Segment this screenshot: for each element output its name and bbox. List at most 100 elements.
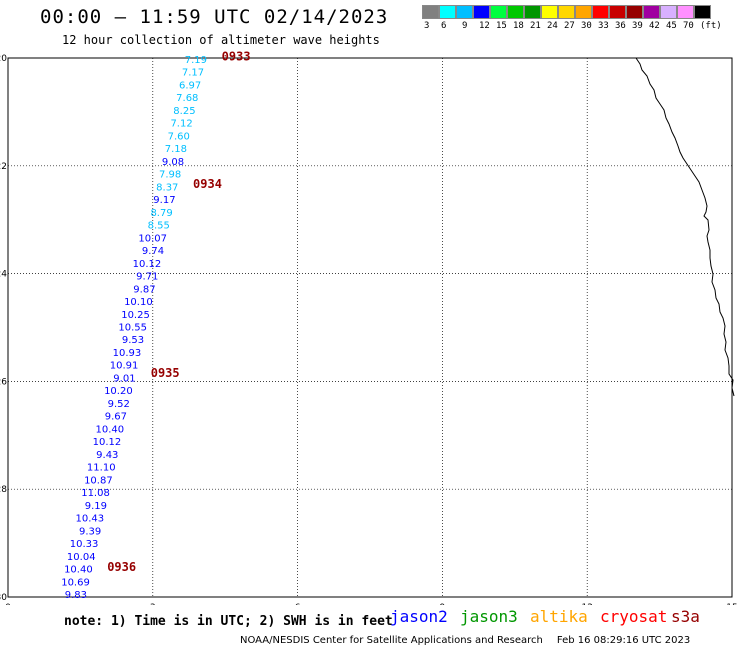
wave-height-value: 10.12 — [133, 259, 162, 270]
legend-swatch — [507, 5, 524, 19]
coastline — [635, 57, 735, 397]
satellite-name: altika — [530, 607, 588, 626]
wave-height-value: 7.98 — [159, 170, 181, 181]
wave-height-value: 10.43 — [76, 514, 105, 525]
pass-time-labels: 0933 0934 0935 0936 — [107, 50, 250, 574]
legend-label: 42 — [649, 21, 660, 31]
legend-swatch — [643, 5, 660, 19]
credit-line: NOAA/NESDIS Center for Satellite Applica… — [240, 635, 690, 646]
wave-height-value: 10.40 — [64, 565, 93, 576]
wave-height-value: 10.69 — [61, 577, 90, 588]
wave-height-value: 9.71 — [136, 272, 158, 283]
legend-label: 33 — [598, 21, 609, 31]
map-frame — [7, 57, 733, 598]
legend-swatch — [490, 5, 507, 19]
x-tick-label: 12 — [581, 603, 592, 605]
wave-height-value: 9.17 — [153, 195, 175, 206]
color-legend — [422, 5, 711, 19]
wave-height-value: 9.87 — [133, 284, 155, 295]
satellite-name: jason2 — [390, 607, 448, 626]
legend-swatch — [422, 5, 439, 19]
wave-height-value: 10.12 — [93, 437, 122, 448]
wave-height-value: 9.83 — [65, 590, 87, 601]
legend-label: 21 — [530, 21, 541, 31]
wave-height-value: 8.25 — [173, 106, 195, 117]
y-tick-label: -30 — [0, 593, 7, 603]
legend-swatch — [439, 5, 456, 19]
wave-height-value: 7.19 — [185, 55, 207, 66]
pass-time-label: 0936 — [107, 560, 136, 574]
wave-height-value: 10.33 — [70, 539, 99, 550]
y-tick-label: -28 — [0, 485, 7, 495]
footnote: note: 1) Time is in UTC; 2) SWH is in fe… — [64, 614, 393, 629]
wave-height-value: 9.39 — [79, 526, 101, 537]
legend-label: 18 — [513, 21, 524, 31]
wave-height-value: 9.43 — [96, 450, 118, 461]
wave-height-value: 10.07 — [138, 233, 167, 244]
wave-height-value: 10.25 — [121, 310, 150, 321]
legend-label: 3 — [424, 21, 430, 31]
legend-swatch — [592, 5, 609, 19]
legend-swatch — [575, 5, 592, 19]
legend-swatch — [558, 5, 575, 19]
wave-height-value: 9.74 — [142, 246, 164, 257]
map-title: 00:00 – 11:59 UTC 02/14/2023 — [40, 6, 389, 28]
legend-swatch — [524, 5, 541, 19]
wave-height-value: 10.40 — [96, 424, 125, 435]
wave-height-value: 10.93 — [113, 348, 142, 359]
wave-height-value: 11.08 — [81, 488, 110, 499]
legend-label: (ft) — [700, 21, 722, 31]
color-legend-labels: 3 6 9 12 15 18 21 24 27 30 33 36 39 42 45 70 (ft) — [422, 21, 740, 35]
wave-height-labels: 7.19 7.176.97 7.68 8.25 7.127.60 7.18 9.08 7.98… — [61, 55, 207, 601]
legend-swatch — [609, 5, 626, 19]
satellite-name: cryosat — [600, 607, 668, 626]
x-tick-label: 6 — [295, 603, 301, 605]
wave-height-value: 11.10 — [87, 463, 116, 474]
legend-label: 27 — [564, 21, 575, 31]
wave-height-value: 9.52 — [108, 399, 130, 410]
y-tick-label: -20 — [0, 54, 7, 64]
satellite-name: jason3 — [460, 607, 518, 626]
legend-label: 24 — [547, 21, 558, 31]
wave-height-value: 7.17 — [182, 68, 204, 79]
credit-text: NOAA/NESDIS Center for Satellite Applica… — [240, 635, 543, 646]
legend-label: 9 — [462, 21, 468, 31]
wave-height-value: 8.79 — [150, 208, 172, 219]
legend-label: 12 — [479, 21, 490, 31]
legend-label: 6 — [441, 21, 447, 31]
legend-label: 15 — [496, 21, 507, 31]
wave-height-value: 9.67 — [105, 412, 127, 423]
map-subtitle: 12 hour collection of altimeter wave hei… — [62, 33, 380, 47]
wave-height-value: 10.04 — [67, 552, 96, 563]
wave-height-value: 10.55 — [118, 323, 147, 334]
pass-time-label: 0935 — [151, 366, 180, 380]
wave-height-value: 9.19 — [85, 501, 107, 512]
y-tick-label: -22 — [0, 162, 7, 172]
legend-label: 36 — [615, 21, 626, 31]
legend-swatch — [694, 5, 711, 19]
wave-height-value: 8.55 — [148, 221, 170, 232]
wave-height-value: 10.20 — [104, 386, 133, 397]
wave-height-value: 9.01 — [113, 373, 135, 384]
pass-time-label: 0934 — [193, 177, 222, 191]
wave-height-value: 10.10 — [124, 297, 153, 308]
x-tick-label: 9 — [440, 603, 446, 605]
map-grid: 0 3 6 9 12 15 -20 -22 -24 -26 -28 -30 — [0, 54, 738, 605]
legend-label: 30 — [581, 21, 592, 31]
legend-swatch — [473, 5, 490, 19]
wave-height-value: 7.12 — [170, 119, 192, 130]
y-tick-label: -24 — [0, 270, 7, 280]
legend-swatch — [456, 5, 473, 19]
satellite-name: s3a — [671, 607, 700, 626]
x-tick-label: 0 — [5, 603, 11, 605]
legend-swatch — [541, 5, 558, 19]
legend-label: 70 — [683, 21, 694, 31]
pass-time-label: 0933 — [222, 50, 251, 64]
x-tick-label: 3 — [150, 603, 156, 605]
wave-height-value: 9.08 — [162, 157, 184, 168]
legend-swatch — [677, 5, 694, 19]
wave-height-value: 6.97 — [179, 80, 201, 91]
wave-height-value: 7.68 — [176, 93, 198, 104]
wave-height-value: 7.60 — [168, 131, 190, 142]
wave-height-map: 03691215-20-22-24-26-28-30 7.197.176.977… — [0, 50, 738, 606]
